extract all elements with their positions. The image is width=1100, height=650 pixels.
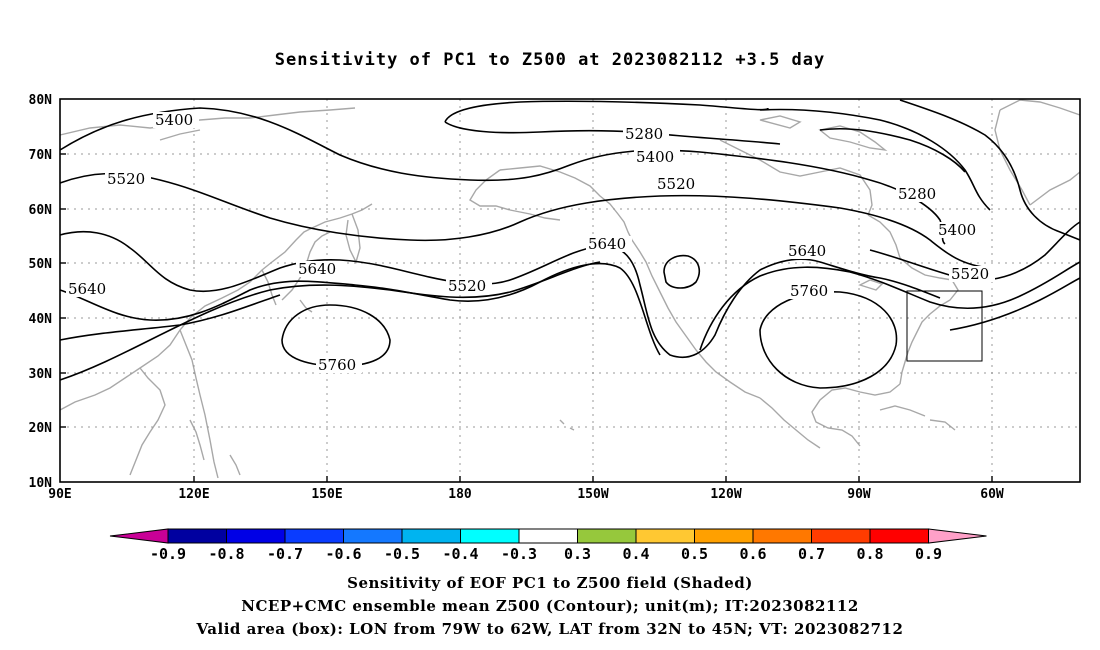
latitude-labels: 80N 70N 60N 50N 40N 30N 20N 10N: [29, 93, 53, 491]
lat-label: 20N: [29, 421, 53, 436]
valid-area-box: [906, 290, 983, 362]
sensitivity-map: 5400 5280 5400 5520 5280 5520 5400 5640 …: [29, 93, 1081, 563]
contour-lower-band-a: [59, 261, 601, 381]
lon-label: 90E: [48, 487, 71, 502]
contour-label: 5640: [588, 235, 626, 253]
contour-5520-west: [59, 172, 991, 269]
contour-small-ring: [663, 254, 701, 289]
contour-label: 5640: [298, 260, 336, 278]
contour-label: 5400: [636, 148, 674, 166]
lon-label: 90W: [847, 487, 871, 502]
contour-east-5400b: [899, 99, 1081, 241]
contour-labels: 5400 5280 5400 5520 5280 5520 5400 5640 …: [66, 111, 995, 374]
colorbar-swatch: [167, 528, 227, 544]
contour-label: 5280: [898, 185, 936, 203]
lon-label: 60W: [980, 487, 1004, 502]
colorbar-swatch: [401, 528, 461, 544]
lon-label: 150W: [577, 487, 608, 502]
contour-5400-west: [59, 107, 946, 245]
contour-label: 5280: [625, 125, 663, 143]
colorbar-tick-label: -0.8: [208, 545, 244, 563]
lat-label: 10N: [29, 476, 53, 491]
contour-east-5400: [869, 221, 1081, 282]
contour-lower-band-b: [59, 294, 281, 341]
lat-label: 60N: [29, 203, 53, 218]
z500-contours: [59, 99, 1081, 389]
contour-north-5280-lower: [444, 121, 781, 145]
colorbar-swatch: [343, 528, 403, 544]
contour-label: 5520: [951, 265, 989, 283]
colorbar-tick-label: -0.7: [267, 545, 303, 563]
colorbar-swatch: [577, 528, 637, 544]
colorbar-swatch: [460, 528, 520, 544]
tick-marks: [60, 153, 993, 482]
colorbar-swatch: [226, 528, 286, 544]
colorbar-swatch: [752, 528, 812, 544]
contour-label: 5520: [448, 277, 486, 295]
contour-5760-ring-west: [281, 304, 391, 367]
lat-label: 80N: [29, 93, 53, 108]
colorbar-swatch: [869, 528, 929, 544]
footer-line-contour: NCEP+CMC ensemble mean Z500 (Contour); u…: [241, 597, 859, 615]
colorbar-tick-label: 0.8: [856, 545, 883, 563]
colorbar-tick-label: 0.4: [622, 545, 649, 563]
contour-label: 5520: [107, 170, 145, 188]
colorbar-tick-label: -0.5: [384, 545, 420, 563]
colorbar-tick-label: -0.4: [442, 545, 478, 563]
contour-east-band-c: [949, 277, 1081, 331]
contour-label: 5760: [790, 282, 828, 300]
gridlines: [60, 99, 1080, 482]
lat-label: 30N: [29, 367, 53, 382]
colorbar-tick-label: 0.6: [739, 545, 766, 563]
contour-label: 5640: [68, 280, 106, 298]
map-frame: [59, 98, 1081, 483]
colorbar-tick-label: -0.3: [501, 545, 537, 563]
colorbar-tick-label: 0.3: [564, 545, 591, 563]
lon-label: 120E: [178, 487, 209, 502]
map-title: Sensitivity of PC1 to Z500 at 2023082112…: [274, 50, 826, 70]
colorbar-high-arrow: [928, 528, 987, 544]
contour-east-5520: [699, 261, 1081, 351]
contour-5760-ring-east: [759, 291, 898, 389]
longitude-labels: 90E 120E 150E 180 150W 120W 90W 60W: [48, 487, 1004, 502]
contour-east-5280: [759, 108, 991, 211]
lat-label: 40N: [29, 312, 53, 327]
colorbar-swatch: [694, 528, 754, 544]
footer-line-shaded: Sensitivity of EOF PC1 to Z500 field (Sh…: [347, 574, 753, 592]
lat-label: 70N: [29, 148, 53, 163]
contour-label: 5760: [318, 356, 356, 374]
colorbar-swatch: [518, 528, 578, 544]
coastlines: [59, 99, 1081, 479]
colorbar: -0.9 -0.8 -0.7 -0.6 -0.5 -0.4 -0.3 0.3 0.4 0.5 0.6…: [109, 528, 987, 563]
colorbar-swatch: [635, 528, 695, 544]
contour-label: 5400: [155, 111, 193, 129]
contour-label: 5640: [788, 242, 826, 260]
colorbar-swatch: [811, 528, 871, 544]
lat-label: 50N: [29, 257, 53, 272]
colorbar-tick-label: -0.9: [150, 545, 186, 563]
lon-label: 120W: [710, 487, 741, 502]
contour-north-5280: [444, 100, 769, 123]
contour-label: 5400: [938, 221, 976, 239]
lon-label: 180: [448, 487, 472, 502]
colorbar-tick-label: -0.6: [325, 545, 361, 563]
colorbar-tick-label: 0.5: [681, 545, 708, 563]
lon-label: 150E: [311, 487, 342, 502]
footer-line-valid-area: Valid area (box): LON from 79W to 62W, L…: [196, 620, 904, 638]
colorbar-swatch: [284, 528, 344, 544]
colorbar-tick-label: 0.9: [915, 545, 942, 563]
colorbar-low-arrow: [109, 528, 169, 544]
colorbar-tick-label: 0.7: [798, 545, 825, 563]
contour-arctic-ring: [819, 127, 966, 173]
contour-label: 5520: [657, 175, 695, 193]
